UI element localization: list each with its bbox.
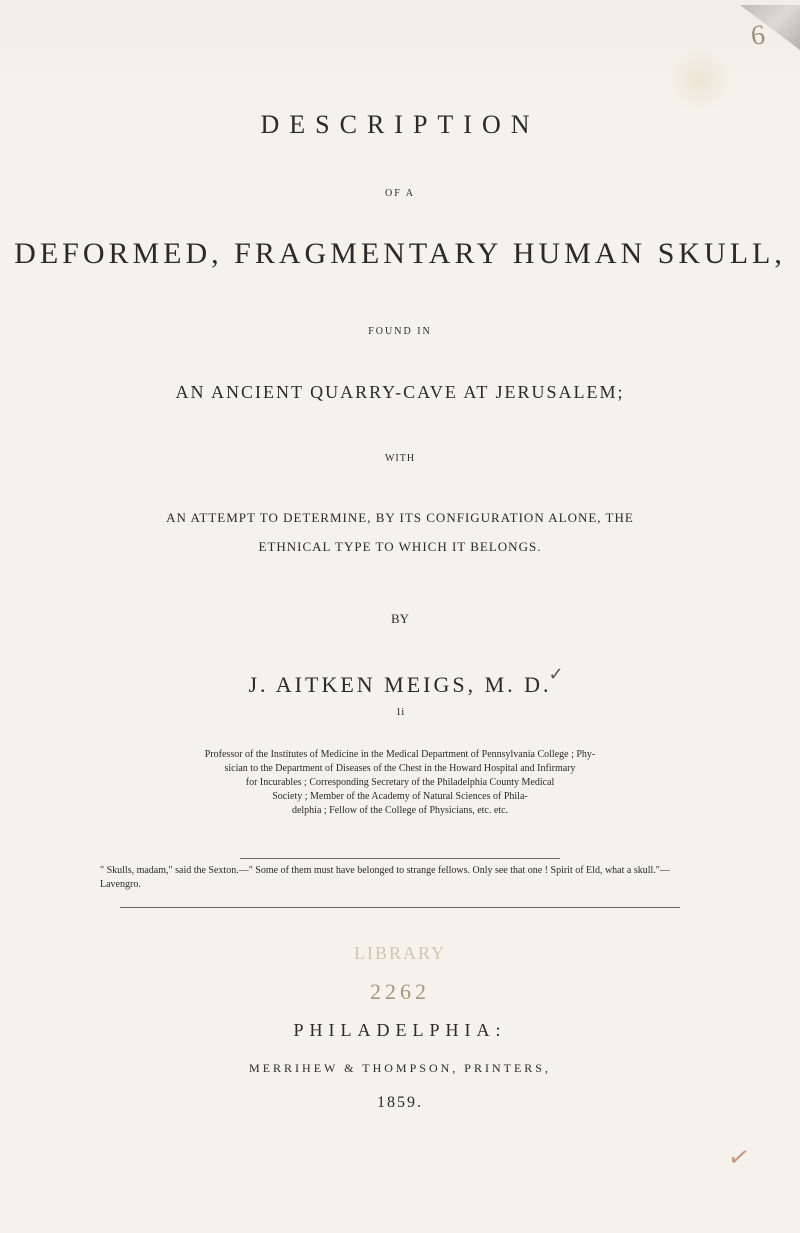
imprint-city: PHILADELPHIA: [294,1020,507,1041]
credentials-line-5: delphia ; Fellow of the College of Physi… [205,804,595,818]
attempt-line-2: ETHNICAL TYPE TO WHICH IT BELONGS. [166,533,634,562]
credentials-line-3: for Incurables ; Corresponding Secretary… [205,776,595,790]
by-text: BY [391,611,409,627]
credentials-line-2: sician to the Department of Diseases of … [205,762,595,776]
title-page-content: DESCRIPTION OF A DEFORMED, FRAGMENTARY H… [80,110,720,1183]
author-check-icon: ✓ [548,664,566,685]
handwritten-number: 2262 [370,979,430,1005]
author-name-text: J. AITKEN MEIGS, M. D. [248,672,551,697]
subtitle-deformed: DEFORMED, FRAGMENTARY HUMAN SKULL, [14,237,786,271]
quote-bottom-divider [120,907,680,908]
imprint-year: 1859. [377,1094,423,1112]
with-connector: WITH [385,453,415,464]
found-in-text: FOUND IN [368,326,432,337]
imprint-printers: MERRIHEW & THOMPSON, PRINTERS, [249,1061,551,1076]
author-name: J. AITKEN MEIGS, M. D. ✓ [248,672,551,698]
handwritten-top-annotation: 6 [750,19,767,52]
credentials-line-1: Professor of the Institutes of Medicine … [205,748,595,762]
of-a-connector: OF A [385,188,415,199]
attempt-description: AN ATTEMPT TO DETERMINE, BY ITS CONFIGUR… [166,504,634,561]
library-stamp: LIBRARY [354,943,446,964]
attempt-line-1: AN ATTEMPT TO DETERMINE, BY ITS CONFIGUR… [166,504,634,533]
quarry-cave-line: AN ANCIENT QUARRY-CAVE AT JERUSALEM; [175,382,624,403]
page-curl-corner [740,5,800,50]
page-top-area: 6 [0,5,800,55]
epigraph-quote: " Skulls, madam," said the Sexton.—" Som… [100,864,700,892]
main-title: DESCRIPTION [260,110,539,140]
author-credentials: Professor of the Institutes of Medicine … [205,748,595,818]
bottom-check-annotation: ✓ [726,1141,753,1174]
small-mark-under-author: 1i [396,706,405,718]
credentials-line-4: Society ; Member of the Academy of Natur… [205,790,595,804]
quote-top-divider [240,858,560,859]
